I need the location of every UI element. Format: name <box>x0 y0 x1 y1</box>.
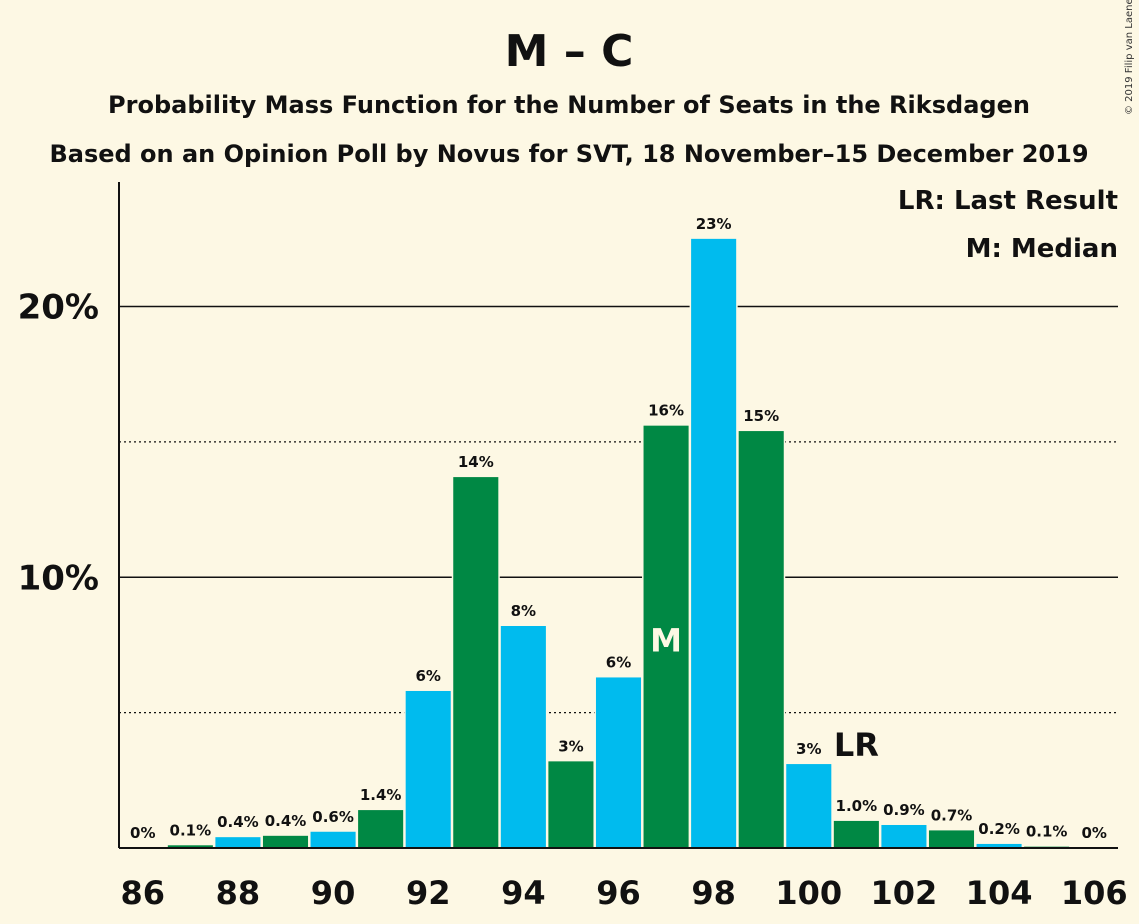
x-tick-label-106: 106 <box>1061 874 1128 912</box>
median-marker: M <box>650 622 682 660</box>
x-tick-label-98: 98 <box>691 874 736 912</box>
bar-seats-103 <box>928 830 975 848</box>
bar-seats-100 <box>786 764 832 848</box>
data-label-seats-86: 0% <box>130 824 155 842</box>
data-label-seats-106: 0% <box>1081 824 1106 842</box>
last-result-marker: LR <box>834 726 879 764</box>
data-label-seats-99: 15% <box>743 407 779 425</box>
chart-subtitle: Probability Mass Function for the Number… <box>108 91 1030 119</box>
x-tick-label-100: 100 <box>775 874 842 912</box>
data-label-seats-98: 23% <box>696 215 732 233</box>
data-label-seats-88: 0.4% <box>217 813 259 831</box>
gridlines <box>119 305 1118 714</box>
data-label-seats-105: 0.1% <box>1026 823 1068 841</box>
data-label-seats-101: 1.0% <box>836 797 878 815</box>
bar-seats-99 <box>738 431 784 848</box>
x-tick-label-88: 88 <box>216 874 261 912</box>
x-tick-label-96: 96 <box>596 874 641 912</box>
copyright-notice: © 2019 Filip van Laenen <box>1124 0 1135 115</box>
bar-seats-88 <box>215 837 261 848</box>
bar-seats-97 <box>643 425 689 848</box>
x-tick-label-104: 104 <box>966 874 1033 912</box>
bar-seats-91 <box>358 810 404 848</box>
x-tick-label-92: 92 <box>406 874 451 912</box>
chart-title: M – C <box>505 26 634 77</box>
bar-seats-89 <box>262 835 309 848</box>
bar-seats-95 <box>548 761 594 848</box>
bar-seats-93 <box>453 477 499 848</box>
data-label-seats-92: 6% <box>415 667 440 685</box>
chart-subtitle-poll: Based on an Opinion Poll by Novus for SV… <box>49 140 1088 168</box>
data-label-seats-97: 16% <box>648 402 684 420</box>
bar-seats-101 <box>833 820 879 848</box>
data-label-seats-100: 3% <box>796 740 821 758</box>
x-tick-label-86: 86 <box>121 874 166 912</box>
data-label-seats-94: 8% <box>511 602 536 620</box>
data-label-seats-96: 6% <box>606 653 631 671</box>
x-tick-label-94: 94 <box>501 874 546 912</box>
data-labels: 0% 0.1% 0.4% 0.4% 0.6% 1.4% 6% 14% 8% 3% 6% 16% 23% 1… <box>130 215 1107 842</box>
bar-outline <box>1022 845 1071 848</box>
data-label-seats-89: 0.4% <box>265 812 307 830</box>
data-label-seats-91: 1.4% <box>360 786 402 804</box>
x-tick-label-90: 90 <box>311 874 356 912</box>
bar-seats-90 <box>310 831 356 848</box>
legend-median: M: Median <box>966 234 1118 264</box>
y-tick-label: 10% <box>18 558 99 598</box>
bar-seats-92 <box>405 690 451 848</box>
y-tick-label: 20% <box>18 288 99 328</box>
data-label-seats-104: 0.2% <box>978 820 1020 838</box>
axes: 10% 20% 86 88 90 92 94 96 98 100 102 104 106 <box>18 182 1128 912</box>
data-label-seats-93: 14% <box>458 453 494 471</box>
bar-seats-98 <box>691 238 737 849</box>
bar-seats-96 <box>595 677 642 848</box>
data-label-seats-87: 0.1% <box>170 821 212 839</box>
data-label-seats-103: 0.7% <box>931 806 973 824</box>
bar-seats-102 <box>881 824 927 848</box>
data-label-seats-95: 3% <box>558 737 583 755</box>
bar-seats-104 <box>976 843 1022 848</box>
data-label-seats-102: 0.9% <box>883 801 925 819</box>
data-label-seats-90: 0.6% <box>312 808 354 826</box>
x-tick-label-102: 102 <box>871 874 938 912</box>
bars <box>166 237 1071 849</box>
bar-seats-94 <box>500 626 546 848</box>
bar-seats-87 <box>167 845 213 848</box>
legend-last-result: LR: Last Result <box>898 186 1118 216</box>
